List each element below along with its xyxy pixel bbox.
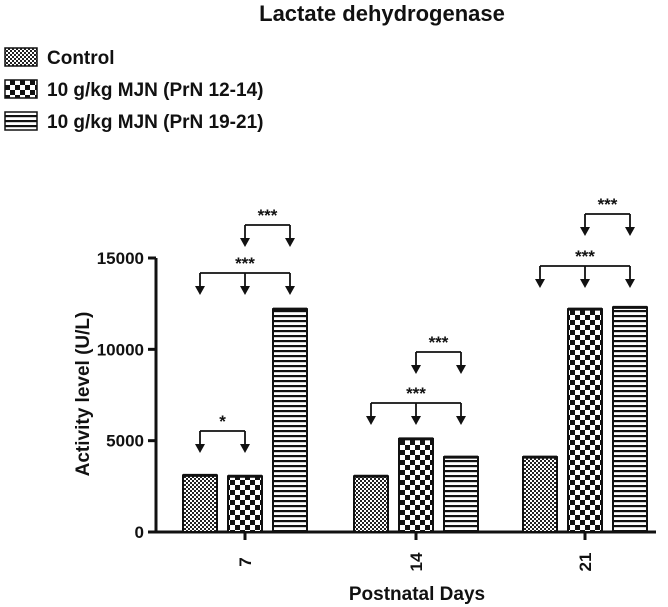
annotation-arrowhead	[456, 416, 466, 425]
bar	[522, 456, 558, 533]
annotation-label: ***	[575, 247, 595, 266]
legend-swatch	[4, 79, 38, 99]
y-tick-label: 0	[135, 523, 144, 542]
bar	[443, 456, 479, 533]
annotation-arrowhead	[456, 365, 466, 374]
bar	[567, 308, 603, 533]
bar	[398, 437, 434, 533]
chart-title: Lactate dehydrogenase	[259, 1, 505, 26]
annotation-arrowhead	[411, 416, 421, 425]
annotation-arrowhead	[285, 286, 295, 295]
annotation-arrowhead	[625, 227, 635, 236]
bar	[227, 475, 263, 533]
legend-label: 10 g/kg MJN (PrN 12-14)	[47, 80, 263, 101]
legend-label: Control	[47, 48, 115, 69]
y-tick-label: 5000	[106, 432, 144, 451]
annotation-arrowhead	[535, 279, 545, 288]
annotation-arrowhead	[580, 227, 590, 236]
annotation-arrowhead	[240, 238, 250, 247]
annotation-arrowhead	[625, 279, 635, 288]
annotation-label: ***	[258, 206, 278, 225]
annotation-arrowhead	[195, 444, 205, 453]
bar	[612, 306, 648, 533]
annotation-label: *	[219, 412, 226, 431]
y-tick-label: 15000	[97, 249, 144, 268]
annotation-arrowhead	[195, 286, 205, 295]
x-tick-label: 7	[236, 557, 255, 566]
x-tick-label: 14	[407, 552, 426, 571]
y-axis-label: Activity level (U/L)	[73, 312, 94, 477]
annotation-arrowhead	[580, 279, 590, 288]
bar	[353, 475, 389, 533]
annotation-arrowhead	[411, 365, 421, 374]
annotation-label: ***	[406, 384, 426, 403]
legend-swatch	[4, 47, 38, 67]
annotation-label: ***	[235, 254, 255, 273]
legend: Control 10 g/kg MJN (PrN 12-14) 10 g/kg MJ…	[4, 47, 263, 133]
bars	[182, 305, 648, 533]
significance-annotations: *******************	[195, 195, 635, 453]
x-tick-label: 21	[576, 553, 595, 572]
annotation-label: ***	[598, 195, 618, 214]
annotation-arrowhead	[240, 286, 250, 295]
bar	[272, 308, 308, 533]
x-axis-label: Postnatal Days	[349, 584, 485, 605]
annotation-arrowhead	[285, 238, 295, 247]
annotation-arrowhead	[366, 416, 376, 425]
bar	[182, 474, 218, 533]
legend-swatch	[4, 111, 38, 131]
annotation-label: ***	[429, 333, 449, 352]
annotation-arrowhead	[240, 444, 250, 453]
legend-label: 10 g/kg MJN (PrN 19-21)	[47, 112, 263, 133]
y-tick-label: 10000	[97, 340, 144, 359]
